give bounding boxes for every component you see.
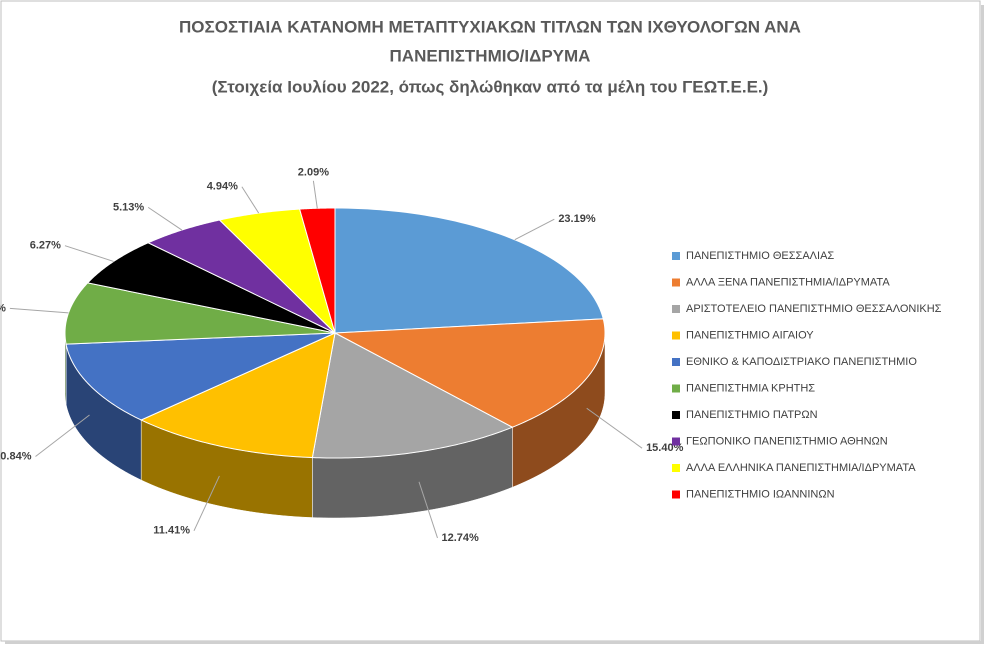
data-label: 11.41% (153, 525, 190, 537)
legend-swatch (672, 252, 680, 260)
leader-line (193, 475, 220, 532)
data-label: 6.27% (30, 240, 61, 252)
leader-line (586, 407, 643, 449)
legend-label: ΑΛΛΑ ΕΛΛΗΝΙΚΑ ΠΑΝΕΠΙΣΤΗΜΙΑ/ΙΔΡΥΜΑΤΑ (686, 462, 916, 474)
slice (64, 282, 336, 345)
data-label: 12.74% (441, 532, 479, 544)
data-label: 4.94% (207, 181, 238, 193)
legend-label: ΠΑΝΕΠΙΣΤΗΜΙΟ ΠΑΤΡΩΝ (686, 409, 818, 421)
legend-swatch (672, 490, 680, 499)
legend-swatch (672, 384, 680, 393)
legend-swatch (672, 411, 680, 419)
frame-shadow (5, 641, 984, 644)
legend-swatch (672, 464, 680, 472)
legend-label: ΕΘΝΙΚΟ & ΚΑΠΟΔΙΣΤΡΙΑΚΟ ΠΑΝΕΠΙΣΤΗΜΙΟ (686, 356, 917, 368)
leader-line (35, 414, 90, 457)
legend-label: ΓΕΩΠΟΝΙΚΟ ΠΑΝΕΠΙΣΤΗΜΙΟ ΑΘΗΝΩΝ (686, 435, 888, 447)
legend-label: ΠΑΝΕΠΙΣΤΗΜΙΟ ΑΙΓΑΙΟΥ (686, 329, 814, 341)
chart-subtitle: (Στοιχεία Ιουλίου 2022, όπως δηλώθηκαν α… (212, 77, 769, 96)
leader-line (418, 481, 438, 539)
leader-line (241, 186, 260, 214)
legend-swatch (672, 358, 680, 366)
leader-line (9, 307, 69, 314)
legend-label: ΑΛΛΑ ΞΕΝΑ ΠΑΝΕΠΙΣΤΗΜΙΑ/ΙΔΡΥΜΑΤΑ (686, 276, 890, 288)
slice (65, 332, 336, 421)
slice (218, 208, 336, 335)
legend-label: ΠΑΝΕΠΙΣΤΗΜΙΑ ΚΡΗΤΗΣ (686, 382, 815, 394)
data-label: 23.19% (558, 213, 596, 225)
chart-title: ΠΟΣΟΣΤΙΑΙΑ ΚΑΤΑΝΟΜΗ ΜΕΤΑΠΤΥΧΙΑΚΩΝ ΤΙΤΛΩΝ… (179, 17, 801, 36)
data-label: 10.84% (0, 450, 32, 462)
leader-line (64, 245, 114, 262)
slice (139, 332, 336, 459)
legend-label: ΠΑΝΕΠΙΣΤΗΜΙΟ ΘΕΣΣΑΛΙΑΣ (686, 250, 834, 262)
legend-swatch (672, 278, 680, 287)
leader-line (147, 206, 183, 231)
slice (86, 242, 336, 334)
legend-swatch (672, 437, 680, 446)
data-label: 5.13% (113, 201, 144, 213)
legend-swatch (672, 305, 680, 313)
legend-label: ΑΡΙΣΤΟΤΕΛΕΙΟ ΠΑΝΕΠΙΣΤΗΜΙΟ ΘΕΣΣΑΛΟΝΙΚΗΣ (686, 303, 942, 315)
leader-line (312, 180, 318, 209)
data-label: 2.09% (298, 167, 329, 179)
data-label: 7.98% (0, 302, 6, 314)
slice (333, 318, 606, 428)
slice (311, 332, 514, 459)
legend-swatch (672, 331, 680, 340)
legend-label: ΠΑΝΕΠΙΣΤΗΜΙΟ ΙΩΑΝΝΙΝΩΝ (686, 488, 835, 500)
leader-line (514, 218, 555, 241)
chart-title: ΠΑΝΕΠΙΣΤΗΜΙΟ/ΙΔΡΥΜΑ (390, 46, 591, 65)
frame-shadow (981, 5, 984, 644)
